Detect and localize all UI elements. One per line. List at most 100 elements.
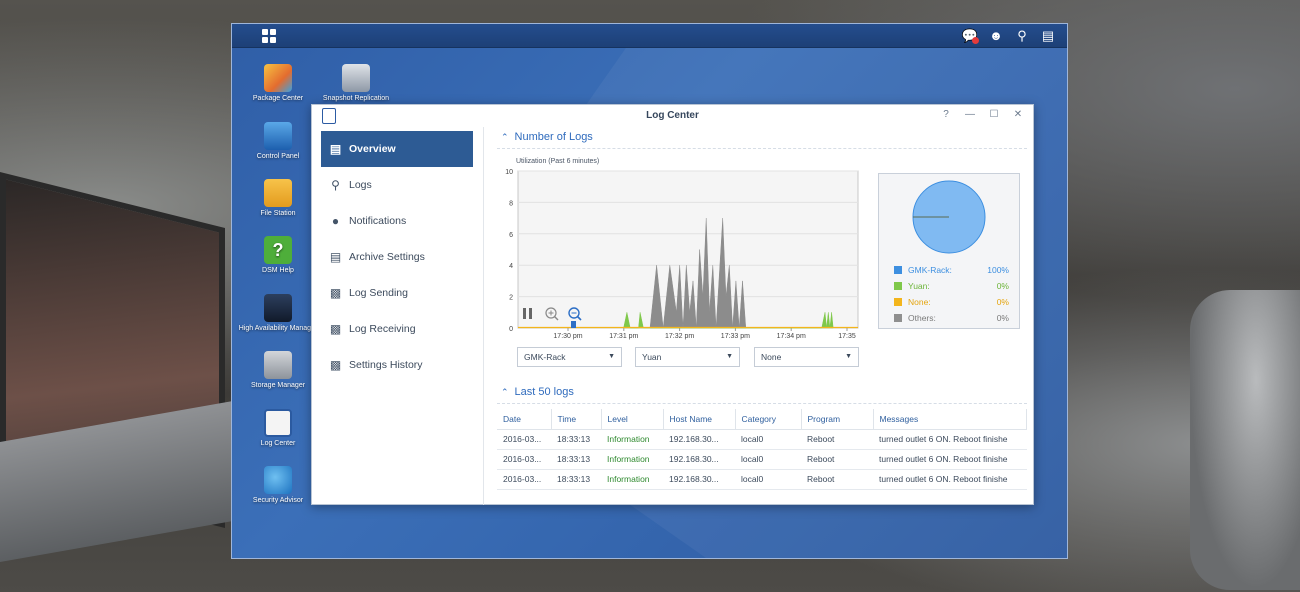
cell-message: turned outlet 6 ON. Reboot finishe	[873, 429, 1027, 450]
cell-message: turned outlet 6 ON. Reboot finishe	[873, 449, 1027, 470]
table-header-row: Date Time Level Host Name Category Progr…	[497, 409, 1027, 430]
column-program[interactable]: Program	[801, 409, 874, 430]
sidebar-item-archive-settings[interactable]: ▤ Archive Settings	[321, 239, 473, 275]
desktop-icon-package-center[interactable]: Package Center	[238, 64, 318, 103]
legend-value: 0%	[996, 297, 1009, 307]
zoom-reset-icon[interactable]	[568, 307, 582, 321]
last-logs-header[interactable]: ⌃ Last 50 logs	[501, 386, 574, 398]
table-row[interactable]: 2016-03... 18:33:13 Information 192.168.…	[497, 469, 1027, 490]
x-tick-label: 17:32 pm	[665, 333, 694, 340]
sidebar-item-logs[interactable]: ⚲ Logs	[321, 167, 473, 203]
legend-name: Yuan:	[908, 281, 930, 291]
sidebar-item-label: Overview	[349, 143, 396, 155]
window-title: Log Center	[646, 110, 699, 121]
desktop-icon-high-availability[interactable]: High Availability Manager	[238, 294, 318, 333]
legend-value: 0%	[996, 313, 1009, 323]
time-slider-handle[interactable]	[571, 321, 576, 328]
zoom-in-icon[interactable]	[545, 307, 559, 321]
column-level[interactable]: Level	[601, 409, 664, 430]
column-category[interactable]: Category	[735, 409, 802, 430]
host-select-2[interactable]: Yuan	[635, 347, 740, 367]
notification-icon[interactable]: 💬	[961, 28, 979, 44]
close-button[interactable]: ✕	[1013, 109, 1023, 120]
desktop-icon-label: Control Panel	[256, 153, 300, 160]
main-menu-icon[interactable]	[262, 29, 276, 43]
archive-icon: ▤	[329, 250, 342, 264]
clipboard-history-icon: ▩	[329, 358, 342, 372]
cell-category: local0	[735, 469, 801, 490]
sidebar: ▤ Overview ⚲ Logs ● Notifications ▤ Arch…	[312, 127, 484, 505]
table-row[interactable]: 2016-03... 18:33:13 Information 192.168.…	[497, 429, 1027, 450]
user-icon[interactable]: ☻	[989, 28, 1003, 43]
desktop-icon-storage-manager[interactable]: Storage Manager	[238, 351, 318, 390]
legend-row-yuan: Yuan: 0%	[894, 278, 1009, 294]
storage-manager-icon	[264, 351, 292, 379]
desktop-icon-snapshot-replication[interactable]: Snapshot Replication	[316, 64, 396, 103]
cell-message: turned outlet 6 ON. Reboot finishe	[873, 469, 1027, 490]
maximize-button[interactable]: ☐	[989, 109, 999, 120]
desktop-icon-label: DSM Help	[262, 267, 294, 274]
column-host-name[interactable]: Host Name	[663, 409, 736, 430]
column-time[interactable]: Time	[551, 409, 602, 430]
legend-value: 0%	[996, 281, 1009, 291]
pause-icon[interactable]	[523, 308, 526, 319]
select-value: GMK-Rack	[524, 352, 566, 362]
chevron-up-icon: ⌃	[501, 131, 509, 142]
y-tick-label: 4	[509, 263, 513, 270]
cell-level: Information	[601, 469, 663, 490]
x-tick-label: 17:33 pm	[721, 333, 750, 340]
cell-time: 18:33:13	[551, 449, 601, 470]
y-tick-label: 10	[505, 169, 513, 176]
desktop-icon-log-center[interactable]: Log Center	[238, 409, 318, 448]
chart-controls	[523, 307, 582, 328]
column-date[interactable]: Date	[497, 409, 552, 430]
pie-legend: GMK-Rack: 100% Yuan: 0% None: 0% Others:…	[894, 262, 1009, 326]
cell-host: 192.168.30...	[663, 469, 735, 490]
y-tick-label: 2	[509, 295, 513, 302]
desktop-icon-label: Security Advisor	[252, 497, 304, 504]
cell-level: Information	[601, 449, 663, 470]
widgets-icon[interactable]: ▤	[1041, 28, 1055, 43]
legend-row-gmk-rack: GMK-Rack: 100%	[894, 262, 1009, 278]
legend-name: GMK-Rack:	[908, 265, 952, 275]
search-icon[interactable]: ⚲	[1017, 28, 1027, 43]
legend-name: None:	[908, 297, 931, 307]
sidebar-item-label: Archive Settings	[349, 251, 425, 263]
host-select-1[interactable]: GMK-Rack	[517, 347, 622, 367]
clipboard-receive-icon: ▩	[329, 322, 342, 336]
sidebar-item-settings-history[interactable]: ▩ Settings History	[321, 347, 473, 383]
cell-time: 18:33:13	[551, 469, 601, 490]
logs-table: Date Time Level Host Name Category Progr…	[497, 409, 1027, 490]
high-availability-icon	[264, 294, 292, 322]
column-messages[interactable]: Messages	[873, 409, 1027, 430]
control-panel-icon	[264, 122, 292, 150]
legend-row-others: Others: 0%	[894, 310, 1009, 326]
number-of-logs-header[interactable]: ⌃ Number of Logs	[501, 131, 593, 143]
desktop-icon-dsm-help[interactable]: ? DSM Help	[238, 236, 318, 275]
table-row[interactable]: 2016-03... 18:33:13 Information 192.168.…	[497, 449, 1027, 470]
desktop-icon-file-station[interactable]: File Station	[238, 179, 318, 218]
clipboard-send-icon: ▩	[329, 286, 342, 300]
desktop-icon-control-panel[interactable]: Control Panel	[238, 122, 318, 161]
overview-icon: ▤	[329, 142, 342, 156]
sidebar-item-overview[interactable]: ▤ Overview	[321, 131, 473, 167]
series-area-gmk-rack	[649, 218, 747, 329]
select-value: None	[761, 352, 782, 362]
sidebar-item-log-receiving[interactable]: ▩ Log Receiving	[321, 311, 473, 347]
sidebar-item-log-sending[interactable]: ▩ Log Sending	[321, 275, 473, 311]
cell-program: Reboot	[801, 449, 873, 470]
cell-host: 192.168.30...	[663, 449, 735, 470]
sidebar-item-label: Settings History	[349, 359, 423, 371]
y-tick-label: 0	[509, 326, 513, 333]
desktop-icon-label: Log Center	[260, 440, 296, 447]
search-icon: ⚲	[331, 178, 340, 192]
sidebar-item-label: Notifications	[349, 215, 407, 227]
host-select-3[interactable]: None	[754, 347, 859, 367]
minimize-button[interactable]: —	[965, 109, 975, 120]
x-tick-label: 17:34 pm	[777, 333, 806, 340]
desktop-icon-security-advisor[interactable]: Security Advisor	[238, 466, 318, 505]
cell-category: local0	[735, 449, 801, 470]
help-button[interactable]: ?	[943, 109, 949, 120]
sidebar-item-notifications[interactable]: ● Notifications	[321, 203, 473, 239]
chevron-up-icon: ⌃	[501, 386, 509, 397]
